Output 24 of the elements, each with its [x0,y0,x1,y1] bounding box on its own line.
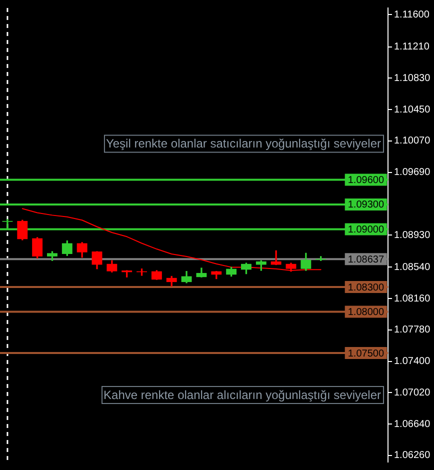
y-tick-label: 1.08540 [394,262,431,273]
ref-line-label: 1.09000 [348,224,384,236]
candlestick [270,250,282,266]
ref-line-label: 1.09300 [348,200,384,211]
y-tick-label: 1.06640 [394,418,431,430]
y-tick-label: 1.07400 [394,356,431,368]
ref-line-label: 1.07500 [348,348,384,360]
ref-line-label: 1.08000 [348,307,384,318]
y-tick-label: 1.08930 [394,230,431,241]
y-tick-label: 1.10830 [394,72,431,84]
y-tick-label: 1.10070 [394,136,431,147]
annotation: Kahve renkte olanlar alıcıların yoğunlaştığı seviyeler [104,388,382,402]
y-tick-label: 1.07020 [394,387,431,398]
ref-line-label: 1.08300 [348,282,384,294]
annotation: Yeşil renkte olanlar satıcıların yoğunlaştığı seviyeler [106,136,382,151]
y-tick-label: 1.06260 [394,450,431,462]
y-tick-label: 1.09690 [394,167,431,178]
y-tick-label: 1.07780 [394,324,431,336]
y-tick-label: 1.11600 [394,9,430,20]
ref-line-label: 1.08637 [348,254,384,266]
ref-line-label: 1.09600 [348,174,384,186]
y-tick-label: 1.11210 [394,42,430,53]
y-tick-label: 1.08160 [394,293,431,304]
y-tick-label: 1.10450 [394,104,431,116]
